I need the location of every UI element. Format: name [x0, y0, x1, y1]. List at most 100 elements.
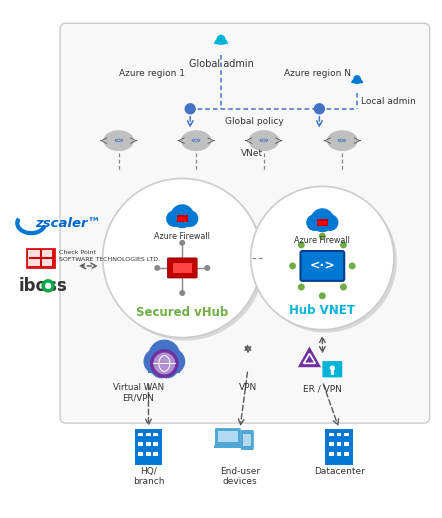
FancyBboxPatch shape [153, 442, 158, 446]
FancyBboxPatch shape [310, 220, 334, 230]
Circle shape [353, 75, 361, 83]
Circle shape [179, 240, 185, 246]
Text: HQ/
branch: HQ/ branch [133, 467, 164, 486]
Text: Local admin: Local admin [361, 97, 416, 106]
FancyBboxPatch shape [134, 429, 162, 465]
FancyBboxPatch shape [146, 442, 151, 446]
Circle shape [319, 233, 326, 240]
Circle shape [166, 210, 183, 227]
FancyBboxPatch shape [178, 217, 187, 221]
Text: VNet: VNet [241, 149, 263, 157]
Ellipse shape [327, 130, 358, 151]
FancyBboxPatch shape [318, 221, 327, 225]
Circle shape [179, 290, 185, 296]
Ellipse shape [181, 130, 211, 151]
FancyBboxPatch shape [153, 433, 158, 436]
FancyBboxPatch shape [317, 219, 328, 226]
Circle shape [298, 283, 305, 291]
FancyBboxPatch shape [329, 433, 334, 436]
Circle shape [340, 283, 347, 291]
Text: Azure Firewall: Azure Firewall [154, 232, 210, 241]
Circle shape [153, 352, 175, 375]
Text: Virtual WAN
ER/VPN: Virtual WAN ER/VPN [113, 383, 164, 402]
Circle shape [156, 356, 178, 378]
Circle shape [170, 204, 194, 228]
Circle shape [103, 178, 262, 338]
FancyBboxPatch shape [322, 361, 342, 377]
Text: End-user
devices: End-user devices [220, 467, 260, 486]
Circle shape [340, 241, 347, 248]
FancyBboxPatch shape [218, 431, 238, 442]
FancyBboxPatch shape [241, 430, 254, 450]
FancyBboxPatch shape [146, 433, 151, 436]
FancyBboxPatch shape [329, 442, 334, 446]
FancyBboxPatch shape [344, 442, 349, 446]
FancyBboxPatch shape [149, 362, 180, 373]
FancyBboxPatch shape [146, 452, 151, 455]
Circle shape [144, 349, 169, 375]
FancyBboxPatch shape [138, 452, 143, 455]
FancyBboxPatch shape [325, 429, 353, 465]
Circle shape [298, 241, 305, 248]
Ellipse shape [248, 130, 279, 151]
Text: Hub VNET: Hub VNET [290, 304, 355, 317]
Circle shape [160, 349, 185, 375]
FancyBboxPatch shape [168, 258, 197, 278]
Circle shape [154, 265, 160, 271]
Circle shape [217, 35, 225, 44]
Circle shape [349, 263, 356, 269]
FancyBboxPatch shape [26, 248, 54, 268]
Text: VPN: VPN [239, 383, 257, 392]
FancyBboxPatch shape [138, 433, 143, 436]
Circle shape [150, 349, 179, 378]
Circle shape [182, 210, 198, 227]
FancyBboxPatch shape [337, 452, 342, 455]
FancyBboxPatch shape [344, 433, 349, 436]
FancyBboxPatch shape [244, 434, 251, 446]
Circle shape [254, 190, 397, 333]
Circle shape [150, 356, 172, 378]
Text: Azure Firewall: Azure Firewall [294, 236, 351, 245]
Text: Datacenter: Datacenter [314, 467, 365, 476]
Circle shape [322, 214, 339, 231]
Text: «»: «» [259, 136, 269, 145]
Circle shape [185, 104, 195, 114]
FancyBboxPatch shape [337, 433, 342, 436]
FancyBboxPatch shape [344, 452, 349, 455]
Text: Azure region N: Azure region N [284, 69, 351, 78]
FancyBboxPatch shape [28, 250, 52, 266]
Text: Global admin: Global admin [189, 59, 253, 69]
Text: zscaler™: zscaler™ [35, 217, 101, 229]
Text: «»: «» [337, 136, 347, 145]
Text: «»: «» [191, 136, 202, 145]
FancyBboxPatch shape [214, 445, 242, 448]
Text: Azure region 1: Azure region 1 [119, 69, 186, 78]
Circle shape [319, 292, 326, 299]
FancyBboxPatch shape [329, 452, 334, 455]
Text: ER / VPN: ER / VPN [303, 384, 342, 393]
Circle shape [251, 186, 394, 329]
Text: Check Point
SOFTWARE TECHNOLOGIES LTD.: Check Point SOFTWARE TECHNOLOGIES LTD. [59, 250, 160, 262]
FancyBboxPatch shape [172, 263, 192, 273]
Text: Secured vHub: Secured vHub [136, 306, 229, 319]
Text: <·>: <·> [309, 260, 335, 272]
Circle shape [42, 280, 53, 291]
Wedge shape [351, 78, 363, 84]
Text: iboss: iboss [19, 277, 68, 295]
Circle shape [330, 365, 335, 371]
FancyBboxPatch shape [337, 442, 342, 446]
FancyBboxPatch shape [301, 251, 344, 281]
Circle shape [314, 104, 324, 114]
Circle shape [149, 340, 180, 371]
Text: Global policy: Global policy [225, 117, 284, 126]
FancyBboxPatch shape [60, 23, 430, 423]
FancyBboxPatch shape [153, 452, 158, 455]
Circle shape [106, 181, 265, 340]
FancyBboxPatch shape [170, 216, 194, 226]
Circle shape [289, 263, 296, 269]
Text: «»: «» [113, 136, 124, 145]
Wedge shape [214, 38, 228, 45]
Circle shape [204, 265, 210, 271]
FancyBboxPatch shape [215, 428, 241, 446]
FancyBboxPatch shape [138, 442, 143, 446]
